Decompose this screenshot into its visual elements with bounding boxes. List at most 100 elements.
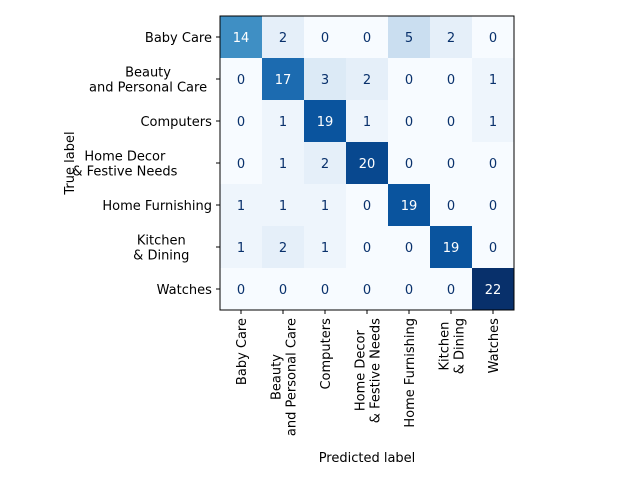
matrix-cell-value: 2 — [363, 73, 371, 88]
matrix-cell-value: 2 — [279, 241, 287, 256]
y-tick-label: Beauty and Personal Care — [89, 66, 207, 96]
matrix-cell — [346, 184, 388, 226]
matrix-cell-value: 1 — [279, 115, 287, 130]
matrix-cell-value: 19 — [317, 115, 334, 130]
matrix-cell — [220, 268, 262, 310]
matrix-cell-value: 0 — [489, 241, 497, 256]
matrix-cell-value: 0 — [489, 157, 497, 172]
matrix-cell — [388, 226, 430, 268]
matrix-cell-value: 0 — [237, 157, 245, 172]
matrix-cell — [262, 184, 304, 226]
matrix-cell-value: 1 — [237, 199, 245, 214]
matrix-cell — [262, 226, 304, 268]
matrix-cell — [346, 16, 388, 58]
matrix-cell — [430, 58, 472, 100]
matrix-cell-value: 19 — [443, 241, 460, 256]
svg-text:Baby Care: Baby Care — [235, 318, 250, 385]
matrix-cell — [388, 16, 430, 58]
matrix-cell — [346, 58, 388, 100]
matrix-cell — [472, 226, 514, 268]
matrix-cell-value: 0 — [237, 115, 245, 130]
x-axis-label: Predicted label — [319, 451, 416, 466]
matrix-cell — [262, 142, 304, 184]
matrix-cell — [262, 100, 304, 142]
matrix-cell — [430, 268, 472, 310]
matrix-cell-value: 1 — [321, 241, 329, 256]
matrix-cell-value: 2 — [447, 31, 455, 46]
matrix-cell — [430, 184, 472, 226]
svg-text:Computers: Computers — [319, 318, 334, 390]
svg-text:Watches: Watches — [487, 318, 502, 373]
y-axis-label: True label — [63, 131, 78, 195]
svg-text:Kitchen& Dining: Kitchen& Dining — [438, 318, 468, 374]
matrix-cell — [430, 142, 472, 184]
matrix-cells: 14 2 0 0 5 2 00 17 3 2 0 0 10 1 19 1 0 0 10 1 2 20 0 0 01 1 1 0 19 0 0… — [220, 16, 514, 310]
matrix-cell — [472, 184, 514, 226]
matrix-cell-value: 0 — [447, 199, 455, 214]
matrix-cell-value: 5 — [405, 31, 413, 46]
matrix-cell — [388, 142, 430, 184]
matrix-cell-value: 0 — [405, 157, 413, 172]
matrix-cell-value: 2 — [279, 31, 287, 46]
matrix-cell — [388, 268, 430, 310]
matrix-cell — [304, 142, 346, 184]
matrix-cell-value: 1 — [279, 199, 287, 214]
matrix-cell — [220, 142, 262, 184]
x-tick-label: Watches — [487, 318, 502, 373]
matrix-cell-value: 0 — [405, 115, 413, 130]
matrix-cell-value: 0 — [363, 283, 371, 298]
y-tick-label: Home Decor & Festive Needs — [72, 150, 177, 180]
x-tick-label: Baby Care — [235, 318, 250, 385]
x-tick-label: Beautyand Personal Care — [270, 318, 300, 436]
x-axis-ticks: Baby Care Beautyand Personal Care Computer… — [235, 310, 502, 436]
matrix-cell — [220, 58, 262, 100]
matrix-cell — [262, 58, 304, 100]
matrix-cell — [388, 100, 430, 142]
matrix-cell-value: 0 — [237, 73, 245, 88]
matrix-cell — [304, 16, 346, 58]
matrix-cell-value: 0 — [321, 283, 329, 298]
matrix-cell — [220, 184, 262, 226]
matrix-cell — [430, 226, 472, 268]
matrix-cell — [262, 16, 304, 58]
x-tick-label: Home Decor& Festive Needs — [354, 318, 384, 423]
matrix-cell-value: 0 — [363, 31, 371, 46]
svg-text:Beautyand Personal Care: Beautyand Personal Care — [270, 318, 300, 436]
matrix-cell-value: 0 — [405, 73, 413, 88]
matrix-cell — [220, 16, 262, 58]
matrix-cell-value: 14 — [233, 31, 250, 46]
matrix-cell-value: 17 — [275, 73, 292, 88]
matrix-cell-value: 1 — [363, 115, 371, 130]
x-tick-label: Computers — [319, 318, 334, 390]
matrix-cell — [346, 268, 388, 310]
matrix-cell-value: 0 — [405, 241, 413, 256]
matrix-cell — [304, 184, 346, 226]
matrix-cell-value: 20 — [359, 157, 376, 172]
matrix-cell-value: 22 — [485, 283, 502, 298]
matrix-cell-value: 0 — [489, 199, 497, 214]
svg-text:Home Furnishing: Home Furnishing — [403, 318, 418, 428]
matrix-cell-value: 19 — [401, 199, 418, 214]
matrix-cell — [304, 58, 346, 100]
matrix-cell-value: 2 — [321, 157, 329, 172]
matrix-cell — [304, 226, 346, 268]
matrix-cell-value: 1 — [279, 157, 287, 172]
matrix-cell-value: 1 — [237, 241, 245, 256]
matrix-cell-value: 0 — [447, 73, 455, 88]
y-tick-label: Watches — [157, 283, 212, 298]
matrix-cell — [472, 268, 514, 310]
matrix-cell-value: 0 — [405, 283, 413, 298]
matrix-cell — [388, 58, 430, 100]
matrix-cell-value: 0 — [279, 283, 287, 298]
matrix-cell-value: 0 — [363, 241, 371, 256]
matrix-cell — [262, 268, 304, 310]
y-tick-label: Computers — [140, 115, 212, 130]
y-tick-label: Home Furnishing — [102, 199, 212, 214]
matrix-cell-value: 0 — [489, 31, 497, 46]
matrix-cell-value: 0 — [447, 283, 455, 298]
x-tick-label: Kitchen& Dining — [438, 318, 468, 374]
y-tick-label: Kitchen & Dining — [133, 234, 189, 264]
matrix-cell — [472, 142, 514, 184]
svg-text:Home Decor& Festive Needs: Home Decor& Festive Needs — [354, 318, 384, 423]
